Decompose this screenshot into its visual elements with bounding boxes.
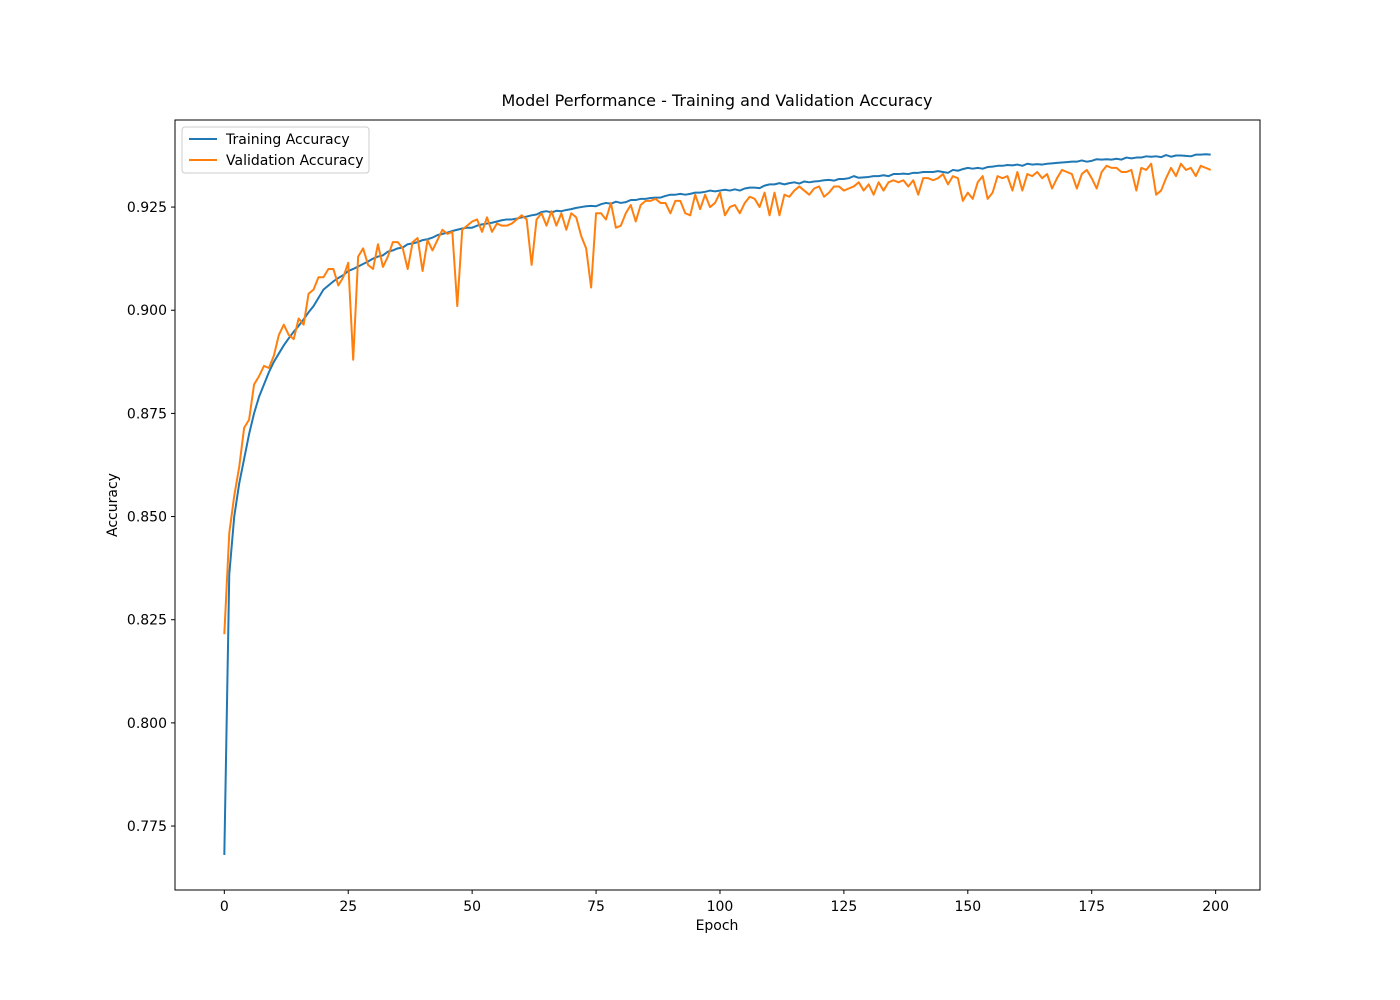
legend-box (181, 126, 370, 174)
x-tick-label: 175 (1078, 899, 1105, 915)
y-tick-label: 0.775 (127, 819, 167, 835)
y-tick-label: 0.825 (127, 613, 167, 629)
x-tick-label: 50 (463, 899, 481, 915)
x-tick-label: 0 (220, 899, 229, 915)
x-tick-label: 75 (587, 899, 605, 915)
legend-label: Training Accuracy (225, 132, 350, 148)
x-tick-label: 200 (1202, 899, 1229, 915)
y-tick-label: 0.925 (127, 200, 167, 216)
legend: Training Accuracy Validation Accuracy (181, 126, 370, 174)
chart-title: Model Performance - Training and Validat… (501, 91, 932, 110)
plot-frame (174, 119, 1261, 891)
x-tick-label: 25 (339, 899, 357, 915)
x-tick-label: 100 (707, 899, 734, 915)
y-axis-label: Accuracy (105, 473, 121, 537)
y-tick-label: 0.900 (127, 303, 167, 319)
x-tick-label: 125 (831, 899, 858, 915)
data-line (223, 162, 1212, 635)
y-tick-label: 0.850 (127, 510, 167, 526)
y-tick-label: 0.875 (127, 406, 167, 422)
y-tick-label: 0.800 (127, 716, 167, 732)
x-tick-label: 150 (954, 899, 981, 915)
legend-label: Validation Accuracy (226, 153, 364, 169)
x-axis-label: Epoch (696, 918, 739, 934)
